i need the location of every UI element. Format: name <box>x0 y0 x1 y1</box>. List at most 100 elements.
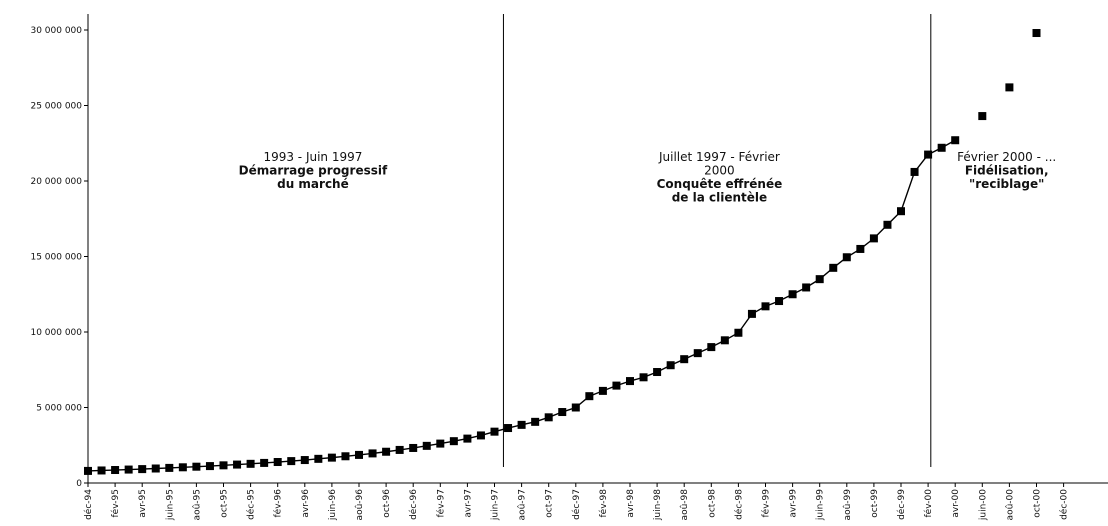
x-tick-label: oct-00 <box>1033 489 1043 518</box>
annotation-line: du marché <box>277 177 349 191</box>
data-point-marker <box>978 112 987 121</box>
y-tick-label: 30 000 000 <box>30 26 82 36</box>
x-tick-label: déc-00 <box>1059 489 1070 520</box>
x-tick-label: avr-00 <box>951 489 961 518</box>
data-point-marker <box>639 373 648 382</box>
data-point-marker <box>883 220 892 229</box>
x-tick-label: juin-97 <box>491 489 501 521</box>
annotation-line: Février 2000 - ... <box>957 150 1056 164</box>
data-point-marker <box>273 458 282 467</box>
x-tick-label: fév-97 <box>435 489 446 518</box>
data-point-marker <box>192 462 201 471</box>
annotation-line: de la clientèle <box>672 190 767 204</box>
data-point-marker <box>300 456 309 465</box>
data-point-marker <box>937 143 946 152</box>
period-dividers <box>502 14 932 467</box>
y-tick-label: 10 000 000 <box>30 328 82 338</box>
x-tick-label: avr-98 <box>626 489 636 518</box>
data-point-marker <box>84 466 92 475</box>
annotation-line: Conquête effrénée <box>657 177 783 191</box>
data-point-marker <box>531 417 540 426</box>
x-tick-label: déc-95 <box>246 489 257 520</box>
x-tick-label: avr-99 <box>789 489 799 518</box>
x-tick-label: fév-00 <box>923 489 934 518</box>
y-tick-label: 0 <box>76 479 82 489</box>
data-point-marker <box>151 464 160 473</box>
x-tick-label: juin-96 <box>328 489 338 521</box>
data-point-marker <box>544 413 553 422</box>
x-tick-label: fév-95 <box>110 489 121 518</box>
data-point-marker <box>951 136 960 145</box>
data-point-marker <box>653 368 662 377</box>
data-point-marker <box>422 441 431 450</box>
data-point-marker <box>124 465 133 474</box>
data-point-marker <box>734 328 743 337</box>
data-point-marker <box>775 297 784 306</box>
data-point-marker <box>219 461 228 470</box>
y-tick-label: 25 000 000 <box>30 102 82 112</box>
annotation-line: 2000 <box>704 163 735 177</box>
axes <box>87 14 1108 484</box>
data-point-marker <box>910 167 919 176</box>
data-point-marker <box>693 349 702 358</box>
data-point-marker <box>897 207 905 216</box>
data-point-marker <box>842 253 851 262</box>
data-point-marker <box>585 392 594 401</box>
data-point-marker <box>666 361 675 370</box>
data-series <box>84 29 1041 475</box>
y-tick-label: 15 000 000 <box>30 253 82 263</box>
annotation-line: Fidélisation, <box>965 163 1049 177</box>
x-tick-label: avr-96 <box>301 489 311 518</box>
data-point-marker <box>355 450 363 459</box>
x-tick-label: fév-99 <box>761 489 772 518</box>
data-point-marker <box>869 234 878 243</box>
y-ticks: 0 5 000 000 10 000 000 15 000 000 20 000 000… <box>30 26 88 489</box>
data-point-marker <box>788 290 797 299</box>
data-point-marker <box>97 466 106 475</box>
data-point-marker <box>233 460 242 469</box>
x-tick-label: aoû-97 <box>518 489 528 520</box>
y-tick-label: 20 000 000 <box>30 177 82 187</box>
data-point-marker <box>165 463 174 472</box>
data-point-marker <box>571 403 580 412</box>
data-point-marker <box>314 454 323 463</box>
x-tick-label: juin-98 <box>653 489 663 521</box>
x-tick-label: aoû-00 <box>1005 489 1015 521</box>
data-point-marker <box>327 453 336 462</box>
data-point-marker <box>598 386 607 395</box>
data-point-marker <box>1032 29 1041 38</box>
x-tick-label: oct-99 <box>870 489 880 518</box>
x-tick-label: aoû-95 <box>192 489 202 520</box>
x-tick-label: fév-98 <box>598 489 609 518</box>
data-point-marker <box>680 355 689 364</box>
annotation-line: 1993 - Juin 1997 <box>263 150 362 164</box>
data-point-marker <box>612 381 621 390</box>
x-tick-label: oct-98 <box>707 489 717 518</box>
x-tick-label: déc-98 <box>733 489 744 520</box>
data-point-marker <box>924 150 933 159</box>
x-tick-label: avr-95 <box>138 489 148 518</box>
data-point-marker <box>368 449 377 458</box>
data-point-marker <box>382 447 391 456</box>
x-tick-label: oct-95 <box>220 489 230 518</box>
data-point-marker <box>815 275 824 284</box>
annotation-line: Juillet 1997 - Février <box>658 150 780 164</box>
data-point-marker <box>246 459 255 468</box>
y-tick-label: 5 000 000 <box>36 404 82 414</box>
data-point-marker <box>761 302 770 311</box>
data-point-marker <box>436 439 445 448</box>
data-point-marker <box>802 283 811 292</box>
x-tick-label: aoû-98 <box>680 489 690 521</box>
x-tick-label: fév-96 <box>273 489 284 518</box>
data-point-marker <box>829 263 838 272</box>
data-point-marker <box>463 434 472 443</box>
data-point-marker <box>626 377 634 386</box>
data-point-marker <box>476 431 485 440</box>
data-point-marker <box>1005 83 1014 92</box>
x-tick-label: aoû-96 <box>355 489 365 521</box>
x-tick-label: oct-97 <box>545 489 555 518</box>
data-point-marker <box>504 424 513 433</box>
x-tick-label: aoû-99 <box>843 489 853 521</box>
